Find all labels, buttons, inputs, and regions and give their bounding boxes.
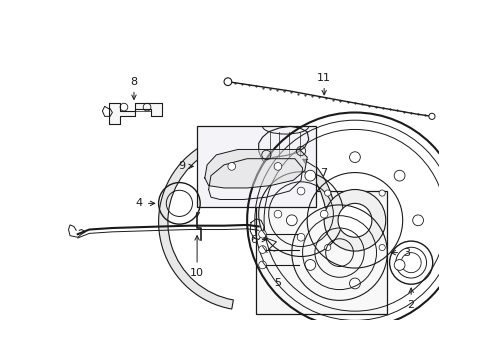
Circle shape [378,190,385,196]
Text: 2: 2 [407,288,414,310]
Text: 10: 10 [190,236,203,278]
Circle shape [258,246,266,253]
Polygon shape [258,126,308,163]
Circle shape [297,233,305,241]
Circle shape [258,261,266,269]
Wedge shape [158,133,334,309]
Text: 9: 9 [178,161,193,171]
Text: 6: 6 [249,235,266,244]
Circle shape [286,215,297,226]
Text: 11: 11 [317,73,330,95]
Bar [256,191,386,314]
Circle shape [224,78,231,86]
Circle shape [337,203,371,237]
Circle shape [393,170,404,181]
Circle shape [305,170,315,181]
Circle shape [227,163,235,170]
Circle shape [349,278,360,289]
Circle shape [274,210,281,218]
Circle shape [297,187,305,195]
Circle shape [320,210,327,218]
Text: 8: 8 [130,77,137,99]
Text: 4: 4 [136,198,154,208]
Circle shape [378,244,385,251]
Text: 3: 3 [390,248,409,258]
Circle shape [305,260,315,270]
Circle shape [324,189,385,251]
Text: 5: 5 [274,278,281,288]
Circle shape [258,230,266,238]
Text: 1: 1 [0,359,1,360]
Circle shape [349,152,360,163]
Circle shape [428,113,434,120]
Circle shape [274,163,281,170]
Circle shape [412,215,423,226]
Polygon shape [108,103,162,124]
Circle shape [324,244,330,251]
Bar [197,126,316,207]
Text: 7: 7 [302,159,327,177]
Polygon shape [204,149,306,188]
Circle shape [393,260,404,270]
Circle shape [324,190,330,196]
